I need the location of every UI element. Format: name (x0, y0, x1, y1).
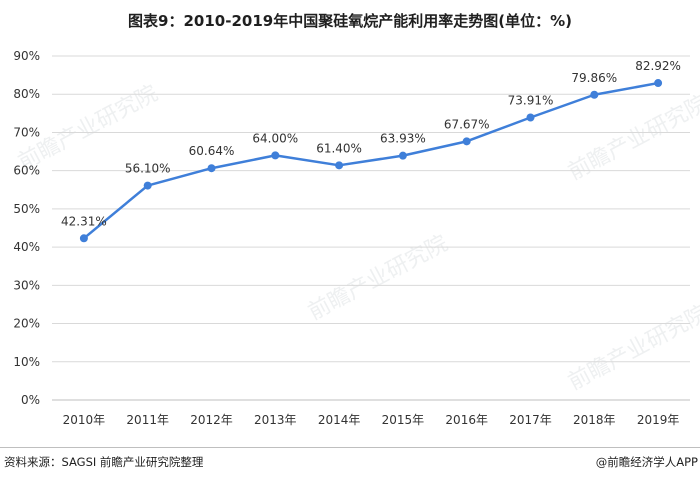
data-label: 64.00% (252, 131, 298, 145)
y-tick-label: 50% (13, 202, 40, 216)
chart-svg: 0% 10% 20% 30% 40% 50% 60% 70% 80% 90% 2010年 2011年 2… (13, 49, 690, 427)
y-tick-label: 80% (13, 87, 40, 101)
y-tick-label: 60% (13, 164, 40, 178)
data-point (79, 234, 88, 243)
data-point (526, 113, 535, 122)
footer-divider (0, 447, 700, 448)
x-tick-label: 2011年 (126, 413, 169, 427)
data-label: 63.93% (380, 132, 426, 146)
y-tick-label: 40% (13, 240, 40, 254)
x-tick-label: 2017年 (509, 413, 552, 427)
x-tick-label: 2015年 (382, 413, 425, 427)
data-point (398, 151, 407, 160)
data-label: 42.31% (61, 214, 107, 228)
data-point (207, 164, 216, 173)
brand-credit: @前瞻经济学人APP (595, 455, 698, 469)
data-point (462, 137, 471, 146)
x-tick-label: 2010年 (63, 413, 106, 427)
series-line (83, 81, 659, 240)
data-label: 67.67% (444, 117, 490, 131)
data-label: 56.10% (125, 162, 171, 176)
y-tick-label: 30% (13, 278, 40, 292)
data-point (590, 90, 599, 99)
y-tick-label: 0% (21, 393, 40, 407)
line-chart: 0% 10% 20% 30% 40% 50% 60% 70% 80% 90% 2010年 2011年 2… (0, 40, 700, 440)
chart-title: 图表9：2010-2019年中国聚硅氧烷产能利用率走势图(单位：%) (128, 12, 572, 30)
x-tick-label: 2018年 (573, 413, 616, 427)
data-point (335, 161, 344, 170)
data-label: 60.64% (189, 144, 235, 158)
x-tick-label: 2014年 (318, 413, 361, 427)
x-tick-label: 2019年 (637, 413, 680, 427)
y-tick-label: 70% (13, 125, 40, 139)
data-point (654, 79, 663, 88)
data-label: 61.40% (316, 141, 362, 155)
y-tick-label: 10% (13, 355, 40, 369)
y-tick-label: 20% (13, 317, 40, 331)
data-point (143, 181, 152, 190)
x-tick-label: 2013年 (254, 413, 297, 427)
data-label: 73.91% (508, 93, 554, 107)
x-tick-label: 2012年 (190, 413, 233, 427)
data-label: 79.86% (571, 71, 617, 85)
data-point (271, 151, 280, 160)
y-tick-label: 90% (13, 49, 40, 63)
source-note: 资料来源：SAGSI 前瞻产业研究院整理 (4, 455, 204, 469)
data-label: 82.92% (635, 59, 681, 73)
x-tick-label: 2016年 (445, 413, 488, 427)
